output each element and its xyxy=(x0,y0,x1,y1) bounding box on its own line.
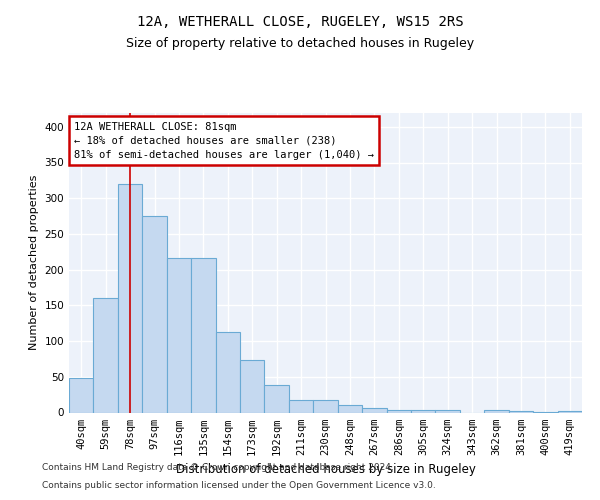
Bar xyxy=(386,410,411,412)
Bar xyxy=(289,400,313,412)
Y-axis label: Number of detached properties: Number of detached properties xyxy=(29,175,39,350)
Bar xyxy=(167,258,191,412)
Bar xyxy=(362,408,386,412)
Bar xyxy=(265,386,289,412)
Bar xyxy=(191,258,215,412)
Bar xyxy=(69,378,94,412)
Bar xyxy=(142,216,167,412)
Bar xyxy=(484,410,509,412)
Bar xyxy=(509,411,533,412)
Text: Contains public sector information licensed under the Open Government Licence v3: Contains public sector information licen… xyxy=(42,481,436,490)
Bar xyxy=(313,400,338,412)
Text: 12A WETHERALL CLOSE: 81sqm
← 18% of detached houses are smaller (238)
81% of sem: 12A WETHERALL CLOSE: 81sqm ← 18% of deta… xyxy=(74,122,374,160)
Bar xyxy=(557,411,582,412)
Bar xyxy=(436,410,460,412)
Bar xyxy=(411,410,436,412)
Text: Size of property relative to detached houses in Rugeley: Size of property relative to detached ho… xyxy=(126,38,474,51)
Bar xyxy=(240,360,265,412)
Bar xyxy=(338,406,362,412)
Bar xyxy=(118,184,142,412)
Text: 12A, WETHERALL CLOSE, RUGELEY, WS15 2RS: 12A, WETHERALL CLOSE, RUGELEY, WS15 2RS xyxy=(137,15,463,29)
Text: Contains HM Land Registry data © Crown copyright and database right 2024.: Contains HM Land Registry data © Crown c… xyxy=(42,464,394,472)
X-axis label: Distribution of detached houses by size in Rugeley: Distribution of detached houses by size … xyxy=(176,463,475,476)
Bar xyxy=(215,332,240,412)
Bar xyxy=(94,298,118,412)
